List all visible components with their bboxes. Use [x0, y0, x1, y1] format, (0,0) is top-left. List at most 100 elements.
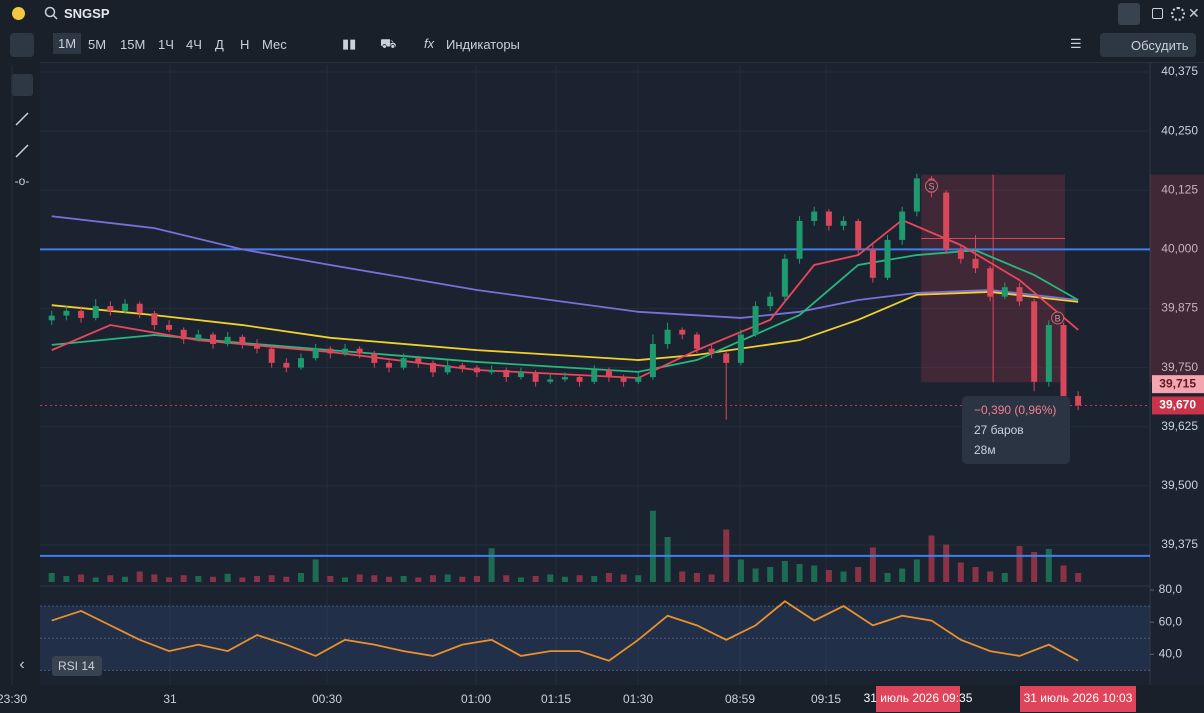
candle-body: [298, 358, 305, 368]
candle-body: [752, 306, 759, 335]
rsi-title-box: [52, 656, 102, 676]
candle-body: [825, 211, 832, 226]
candle-body: [151, 313, 158, 326]
candle-body: [488, 369, 495, 373]
trade-marker: [1051, 311, 1065, 325]
timeframe-button[interactable]: 1Ч: [158, 37, 174, 52]
indicators-button[interactable]: Индикаторы: [446, 37, 520, 52]
candle-body: [723, 353, 730, 363]
candle-body: [180, 329, 187, 340]
volume-bar: [781, 561, 788, 582]
timeframe-button[interactable]: 15M: [120, 37, 146, 52]
collapse-arrow[interactable]: ‹: [19, 656, 24, 673]
price-tag-label: 39,715: [1159, 376, 1196, 390]
ruler-tool[interactable]: [11, 74, 33, 96]
line-tool[interactable]: [15, 112, 29, 126]
candle-body: [268, 348, 275, 363]
symbol[interactable]: SNGSP: [64, 6, 110, 21]
chart: -o- ‹ 23:30 31 00:30 01:00 01:15 01:30 08:59 09…: [0, 62, 1204, 713]
candle-body: [796, 220, 803, 259]
moving-average: [51, 215, 1079, 319]
y-tick-label: 39,750: [1161, 360, 1198, 374]
y-tick-label: 40,250: [1161, 123, 1198, 137]
volume-bar: [679, 571, 686, 582]
volume-bar: [957, 562, 964, 582]
timeframe-button[interactable]: Д: [215, 37, 224, 52]
volume-bar: [1075, 573, 1082, 582]
volume-bar: [943, 544, 950, 582]
volume-bar: [664, 537, 671, 582]
volume-bar: [752, 568, 759, 582]
y-tick-label: 40,125: [1161, 182, 1198, 196]
candle-body: [92, 306, 99, 318]
volume-bar: [1045, 549, 1052, 582]
crosshair-label: 31 июль 2026 10:03: [1024, 691, 1133, 705]
volume-bar: [972, 567, 979, 582]
discuss-button[interactable]: Обсудить: [1131, 38, 1189, 53]
window-button[interactable]: [1152, 8, 1163, 19]
volume-bar: [855, 567, 862, 582]
volume-bar: [517, 577, 524, 582]
volume-bar: [136, 571, 143, 582]
candle-body: [1001, 287, 1008, 297]
timeframe-button[interactable]: 4Ч: [186, 37, 202, 52]
volume-bar: [693, 573, 700, 582]
volume-bar: [122, 576, 129, 582]
candle-body: [254, 343, 261, 349]
volume-bar: [737, 559, 744, 582]
candle-body: [1016, 287, 1023, 302]
candle-body: [781, 258, 788, 297]
volume-bar: [444, 574, 451, 582]
volume-bar: [1060, 565, 1067, 582]
timeframe-button[interactable]: Н: [240, 37, 250, 52]
timeframe-button[interactable]: 1M: [53, 33, 82, 54]
status-dot: [12, 7, 25, 20]
candle-body: [444, 365, 451, 373]
candle-body: [693, 334, 700, 349]
volume-bar: [591, 576, 598, 582]
volume-bar: [48, 573, 55, 582]
volume-bar: [1031, 552, 1038, 582]
x-tick-label: 01:00: [461, 692, 491, 706]
candle-body: [429, 362, 436, 373]
x-tick-label: 00:30: [312, 692, 342, 706]
layout-button[interactable]: ☰: [1070, 36, 1082, 51]
draw-button[interactable]: [10, 33, 34, 57]
candle-body: [561, 377, 568, 380]
candle-body: [385, 362, 392, 368]
volume-bar: [532, 576, 539, 582]
time-axis: [0, 685, 1204, 713]
fx-icon: fx: [424, 36, 435, 51]
candle-body: [649, 343, 656, 378]
crosshair-tag: [1020, 686, 1136, 712]
price-tag-label: 39,670: [1159, 398, 1196, 412]
candle-body: [210, 334, 217, 344]
collapse-button[interactable]: [1118, 3, 1140, 25]
volume-bar: [708, 574, 715, 582]
timeframe-button[interactable]: 5M: [88, 37, 107, 52]
brush-tool[interactable]: [15, 144, 29, 158]
price-tag: [1152, 375, 1204, 394]
volume-bar: [884, 573, 891, 582]
y-tick-label: 39,875: [1161, 301, 1198, 315]
volume-bar: [371, 575, 378, 582]
moving-average: [51, 219, 1079, 379]
search-icon[interactable]: [44, 6, 58, 20]
more-tools[interactable]: -o-: [15, 174, 30, 188]
rsi-tick-label: 60,0: [1159, 614, 1183, 628]
candle-body: [840, 220, 847, 226]
settings-button[interactable]: [1171, 7, 1185, 21]
volume-bar: [151, 574, 158, 582]
candle-body: [48, 315, 55, 321]
cart-button[interactable]: ⛟: [380, 36, 397, 51]
candle-body: [341, 348, 348, 354]
close-button[interactable]: ✕: [1188, 5, 1200, 21]
timeframe-button[interactable]: Мес: [262, 37, 287, 52]
candle-body: [517, 372, 524, 378]
measure-text: −0,390 (0,96%): [974, 403, 1056, 417]
chart-type-button[interactable]: ▮▮: [342, 36, 357, 51]
volume-bar: [561, 576, 568, 582]
candle-body: [1075, 395, 1082, 406]
candle-body: [78, 310, 85, 318]
